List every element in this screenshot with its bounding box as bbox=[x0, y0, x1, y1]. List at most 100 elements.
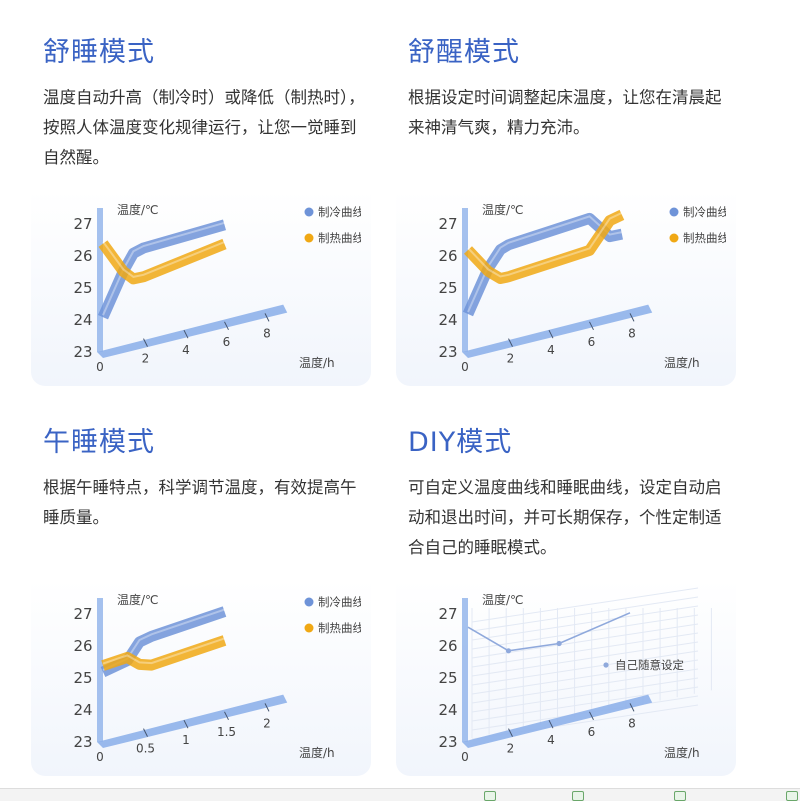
legend-label: 制冷曲线 bbox=[683, 205, 726, 219]
legend-label: 制热曲线 bbox=[318, 231, 361, 245]
x-tick bbox=[508, 338, 513, 347]
legend-swatch bbox=[304, 623, 314, 633]
x-tick-label: 4 bbox=[547, 343, 555, 357]
y-tick-label: 26 bbox=[438, 247, 457, 265]
y-axis-band bbox=[462, 598, 468, 742]
card-diy: DIY模式 可自定义温度曲线和睡眠曲线，设定自动启动和退出时间，并可长期保存，个… bbox=[396, 420, 736, 776]
y-tick-label: 25 bbox=[73, 279, 92, 297]
y-axis-band bbox=[97, 208, 103, 352]
x-tick bbox=[508, 728, 513, 737]
x-tick-label: 6 bbox=[588, 725, 596, 739]
y-tick-label: 24 bbox=[73, 311, 92, 329]
y-tick-label: 27 bbox=[73, 215, 92, 233]
x-tick bbox=[143, 728, 148, 737]
x-tick-label: 8 bbox=[628, 716, 636, 730]
x-tick-label: 0 bbox=[461, 750, 469, 762]
legend-swatch bbox=[669, 207, 679, 217]
y-tick-label: 23 bbox=[438, 343, 457, 361]
x-tick-label: 8 bbox=[628, 326, 636, 340]
x-axis-title: 温度/h bbox=[664, 745, 700, 760]
card-title: 舒醒模式 bbox=[408, 37, 520, 68]
y-tick-label: 25 bbox=[438, 669, 457, 687]
series-highlight bbox=[102, 637, 225, 665]
x-tick bbox=[183, 329, 189, 339]
series-point bbox=[505, 648, 512, 654]
y-tick-label: 24 bbox=[73, 701, 92, 719]
grid-line bbox=[471, 668, 699, 704]
x-tick bbox=[589, 711, 594, 721]
series-highlight bbox=[102, 241, 225, 278]
x-tick bbox=[548, 719, 554, 729]
series-line bbox=[467, 612, 631, 652]
legend-label: 自己随意设定 bbox=[615, 658, 684, 672]
card-sleep: 舒睡模式 温度自动升高（制冷时）或降低（制热时），按照人体温度变化规律运行，让您… bbox=[31, 30, 371, 386]
x-axis-band bbox=[97, 694, 288, 748]
x-tick bbox=[264, 313, 270, 322]
legend-label: 制冷曲线 bbox=[318, 205, 361, 219]
legend-label: 制热曲线 bbox=[318, 621, 361, 635]
series-ribbon bbox=[101, 635, 227, 671]
x-tick bbox=[264, 703, 270, 712]
x-tick-label: 2 bbox=[263, 716, 271, 730]
series-ribbon bbox=[464, 209, 625, 284]
card-title: 午睡模式 bbox=[43, 427, 155, 458]
x-tick bbox=[629, 703, 635, 712]
legend-swatch bbox=[304, 207, 314, 217]
card-nap: 午睡模式 根据午睡特点，科学调节温度，有效提高午睡质量。 0 0.5 1 1.5 2 27… bbox=[31, 420, 371, 776]
series-highlight bbox=[102, 221, 225, 316]
taskbar-strip bbox=[0, 788, 800, 801]
grid-line bbox=[471, 650, 699, 686]
series-highlight bbox=[467, 211, 623, 278]
x-tick bbox=[589, 321, 594, 331]
x-axis-title: 温度/h bbox=[664, 355, 700, 370]
x-axis-band bbox=[97, 304, 288, 358]
y-tick-label: 25 bbox=[73, 669, 92, 687]
y-tick-label: 23 bbox=[438, 733, 457, 751]
y-axis-title: 温度/℃ bbox=[117, 592, 159, 607]
y-tick-label: 27 bbox=[73, 605, 92, 623]
legend-label: 制热曲线 bbox=[683, 231, 726, 245]
x-tick-label: 1 bbox=[182, 733, 190, 747]
card-description: 温度自动升高（制冷时）或降低（制热时），按照人体温度变化规律运行，让您一觉睡到自… bbox=[43, 88, 365, 167]
series-ribbon bbox=[97, 219, 227, 320]
x-tick-label: 6 bbox=[588, 335, 596, 349]
x-tick-label: 1.5 bbox=[217, 725, 236, 739]
card-title: DIY模式 bbox=[408, 427, 513, 458]
x-tick bbox=[629, 313, 635, 322]
x-tick-label: 0 bbox=[96, 750, 104, 762]
card-title: 舒睡模式 bbox=[43, 37, 155, 68]
y-tick-label: 27 bbox=[438, 215, 457, 233]
series-point bbox=[556, 640, 562, 647]
x-tick-label: 4 bbox=[547, 733, 555, 747]
y-tick-label: 25 bbox=[438, 279, 457, 297]
y-tick-label: 24 bbox=[438, 701, 457, 719]
y-tick-label: 24 bbox=[438, 311, 457, 329]
x-tick bbox=[143, 338, 148, 347]
grid-line bbox=[471, 659, 699, 695]
x-tick bbox=[183, 719, 189, 729]
legend-label: 制冷曲线 bbox=[318, 595, 361, 609]
grid-line bbox=[471, 677, 699, 713]
y-axis-title: 温度/℃ bbox=[482, 592, 524, 607]
x-tick-label: 4 bbox=[182, 343, 190, 357]
y-tick-label: 26 bbox=[438, 637, 457, 655]
x-tick-label: 2 bbox=[507, 742, 515, 756]
y-axis-band bbox=[97, 598, 103, 742]
x-axis-title: 温度/h bbox=[299, 355, 335, 370]
x-tick-label: 2 bbox=[142, 352, 150, 366]
x-tick-label: 8 bbox=[263, 326, 271, 340]
x-tick bbox=[548, 329, 554, 339]
series-ribbon bbox=[98, 238, 227, 285]
grid-line bbox=[471, 587, 699, 623]
grid-line bbox=[471, 686, 699, 722]
legend-swatch bbox=[669, 233, 679, 243]
grid-line bbox=[471, 605, 699, 641]
grid-line bbox=[471, 632, 699, 668]
card-description: 可自定义温度曲线和睡眠曲线，设定自动启动和退出时间，并可长期保存，个性定制适合自… bbox=[408, 478, 722, 557]
x-tick-label: 6 bbox=[223, 335, 231, 349]
x-tick-label: 0 bbox=[96, 360, 104, 372]
